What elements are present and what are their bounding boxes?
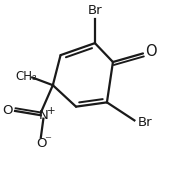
Text: CH₃: CH₃ (15, 70, 37, 83)
Text: Br: Br (138, 116, 153, 129)
Text: O: O (2, 104, 13, 117)
Text: N: N (39, 109, 48, 122)
Text: +: + (46, 107, 55, 117)
Text: Br: Br (88, 4, 102, 17)
Text: ⁻: ⁻ (45, 134, 52, 147)
Text: O: O (36, 137, 47, 150)
Text: O: O (145, 44, 156, 59)
